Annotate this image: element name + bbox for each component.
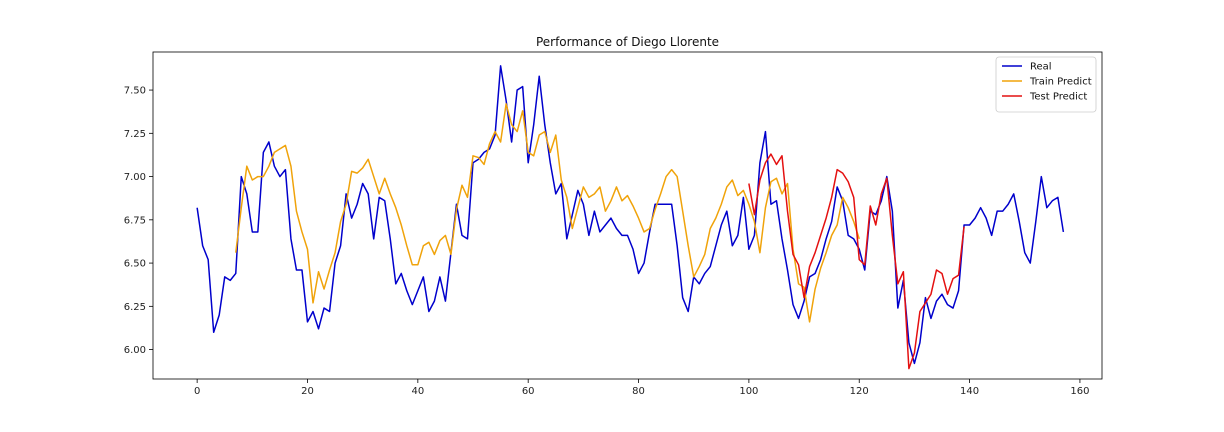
plot-area-frame — [152, 51, 1103, 380]
y-tick-label: 7.25 — [124, 129, 146, 140]
series-line-0 — [196, 65, 1065, 365]
y-tick-label: 6.25 — [124, 302, 146, 313]
chart-title: Performance of Diego Llorente — [536, 35, 719, 49]
legend-entry-label: Test Predict — [1029, 92, 1087, 103]
series-line-2 — [748, 153, 965, 370]
legend-entry-label: Train Predict — [1029, 77, 1092, 88]
legend-entry-label: Real — [1030, 62, 1052, 73]
x-axis: 0 20 40 60 80 100 120 140 160 — [194, 379, 1089, 397]
x-tick-label: 140 — [960, 386, 979, 397]
y-tick-label: 7.50 — [124, 86, 146, 97]
y-tick-label: 6.50 — [124, 259, 146, 270]
legend: Real Train Predict Test Predict — [995, 56, 1097, 113]
x-tick-label: 60 — [522, 386, 535, 397]
y-tick-label: 6.75 — [124, 215, 146, 226]
x-tick-label: 0 — [194, 386, 200, 397]
series-line-1 — [235, 103, 860, 323]
x-tick-label: 100 — [739, 386, 758, 397]
legend-box — [995, 56, 1097, 113]
x-tick-label: 20 — [301, 386, 314, 397]
x-tick-label: 80 — [632, 386, 645, 397]
x-tick-label: 40 — [411, 386, 424, 397]
y-tick-label: 7.00 — [124, 172, 146, 183]
x-tick-label: 160 — [1070, 386, 1089, 397]
y-axis: 6.00 6.25 6.50 6.75 7.00 7.25 7.50 — [124, 86, 153, 356]
y-tick-label: 6.00 — [124, 345, 146, 356]
x-tick-label: 120 — [850, 386, 869, 397]
series-layer — [196, 65, 1065, 370]
